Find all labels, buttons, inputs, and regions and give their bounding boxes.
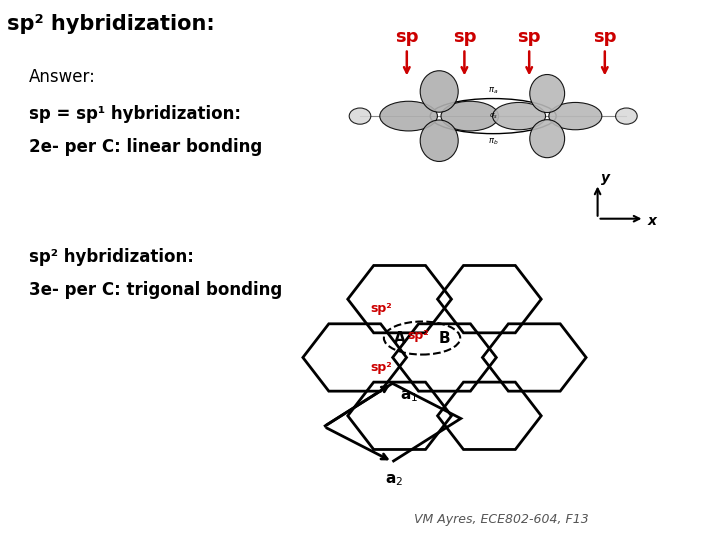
Text: sp²: sp² (371, 361, 392, 374)
Text: $\mathbf{a}_2$: $\mathbf{a}_2$ (385, 472, 403, 488)
Ellipse shape (420, 71, 458, 112)
Text: $\pi_b$: $\pi_b$ (488, 137, 498, 147)
Ellipse shape (420, 120, 458, 161)
Ellipse shape (616, 108, 637, 124)
Ellipse shape (549, 103, 602, 130)
Text: sp² hybridization:: sp² hybridization: (7, 14, 215, 33)
Text: 2e- per C: linear bonding: 2e- per C: linear bonding (29, 138, 262, 156)
Text: $\sigma_s$: $\sigma_s$ (489, 111, 498, 121)
Ellipse shape (380, 101, 438, 131)
Ellipse shape (492, 103, 546, 130)
Text: A: A (394, 330, 405, 346)
Text: sp²: sp² (371, 302, 392, 315)
Text: x: x (648, 214, 657, 228)
Text: sp: sp (593, 28, 616, 46)
Ellipse shape (349, 108, 371, 124)
Text: sp: sp (395, 28, 418, 46)
Text: $\mathbf{a}_1$: $\mathbf{a}_1$ (400, 389, 418, 404)
Text: $\pi_a$: $\pi_a$ (488, 85, 498, 96)
Ellipse shape (530, 120, 564, 158)
Text: sp = sp¹ hybridization:: sp = sp¹ hybridization: (29, 105, 240, 123)
Text: 3e- per C: trigonal bonding: 3e- per C: trigonal bonding (29, 281, 282, 299)
Text: Answer:: Answer: (29, 68, 96, 85)
Text: sp²: sp² (408, 329, 429, 342)
Ellipse shape (441, 101, 498, 131)
Text: y: y (601, 171, 610, 185)
Text: sp: sp (518, 28, 541, 46)
Text: VM Ayres, ECE802-604, F13: VM Ayres, ECE802-604, F13 (414, 514, 589, 526)
Ellipse shape (530, 75, 564, 112)
Text: sp: sp (453, 28, 476, 46)
Text: B: B (438, 330, 450, 346)
Text: sp² hybridization:: sp² hybridization: (29, 248, 194, 266)
